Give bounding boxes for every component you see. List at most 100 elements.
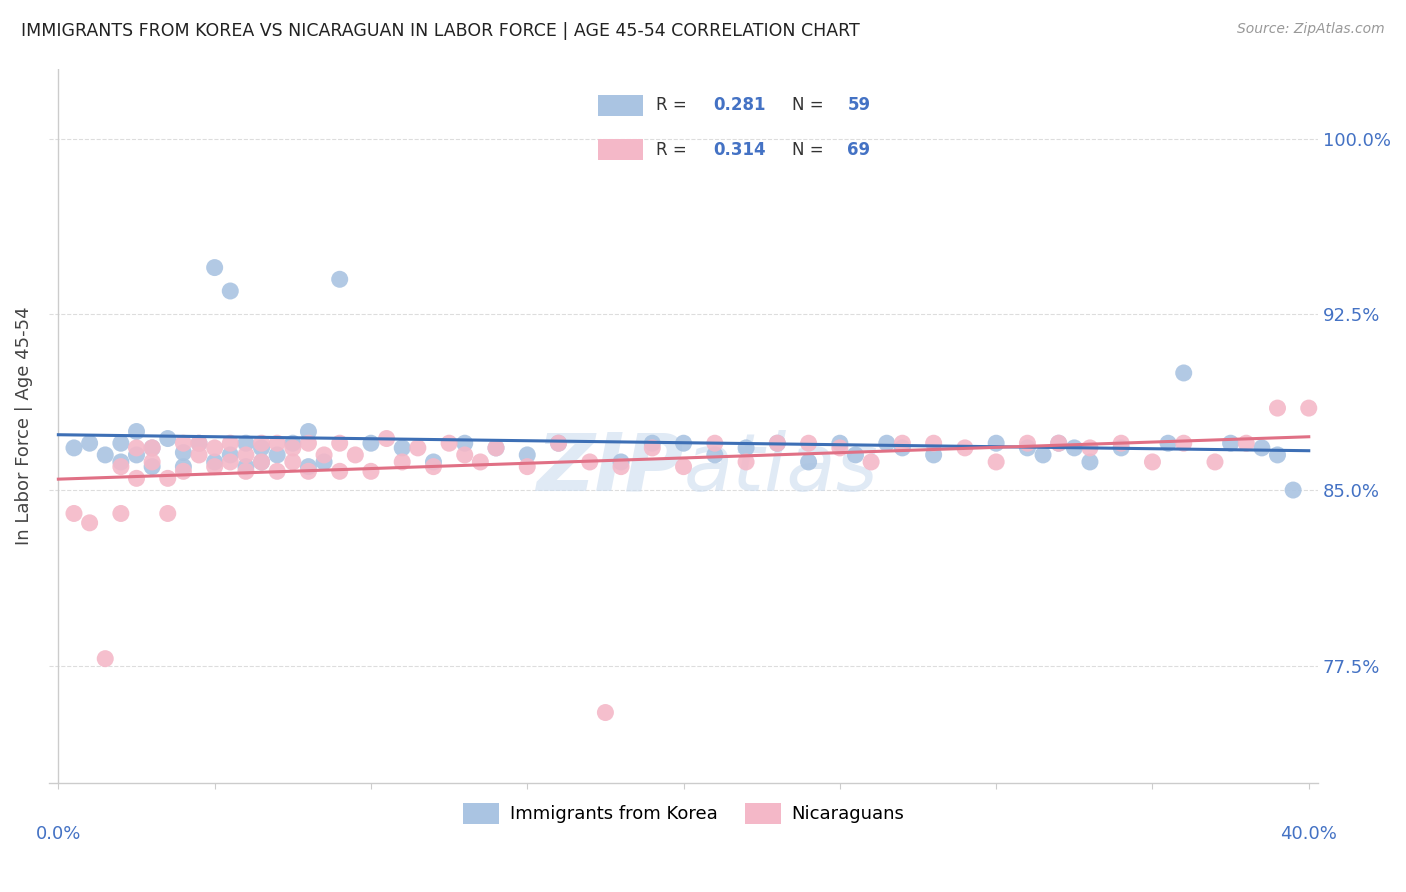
Point	[156, 507, 179, 521]
Point	[204, 459, 226, 474]
Point	[1250, 441, 1272, 455]
Point	[703, 448, 725, 462]
Point	[391, 441, 413, 455]
Point	[63, 507, 86, 521]
Point	[235, 436, 257, 450]
Point	[79, 436, 101, 450]
Point	[110, 507, 132, 521]
Point	[250, 455, 273, 469]
Point	[172, 436, 194, 450]
Point	[470, 455, 492, 469]
Point	[1109, 441, 1132, 455]
Point	[360, 436, 382, 450]
Point	[703, 436, 725, 450]
Point	[844, 448, 866, 462]
Point	[595, 706, 617, 720]
Point	[219, 448, 242, 462]
Point	[672, 459, 695, 474]
Point	[1173, 366, 1195, 380]
Point	[406, 441, 429, 455]
Point	[1267, 448, 1289, 462]
Point	[641, 441, 664, 455]
Point	[141, 441, 163, 455]
Point	[204, 455, 226, 469]
Point	[125, 471, 148, 485]
Point	[188, 436, 211, 450]
Text: 40.0%: 40.0%	[1281, 825, 1337, 843]
Point	[516, 459, 538, 474]
Point	[63, 441, 86, 455]
Point	[172, 445, 194, 459]
Point	[172, 464, 194, 478]
Point	[235, 464, 257, 478]
Point	[986, 455, 1008, 469]
Point	[94, 448, 117, 462]
Point	[1234, 436, 1257, 450]
Text: atlas: atlas	[683, 430, 879, 508]
Point	[891, 436, 914, 450]
Point	[156, 471, 179, 485]
Point	[641, 436, 664, 450]
Point	[1267, 401, 1289, 415]
Point	[610, 459, 633, 474]
Point	[141, 459, 163, 474]
Point	[485, 441, 508, 455]
Point	[797, 455, 820, 469]
Point	[547, 436, 569, 450]
Point	[219, 284, 242, 298]
Point	[281, 436, 304, 450]
Y-axis label: In Labor Force | Age 45-54: In Labor Force | Age 45-54	[15, 306, 32, 545]
Point	[172, 459, 194, 474]
Point	[547, 436, 569, 450]
Point	[297, 425, 319, 439]
Point	[1204, 455, 1226, 469]
Point	[125, 425, 148, 439]
Point	[360, 464, 382, 478]
Point	[454, 448, 477, 462]
Point	[391, 455, 413, 469]
Point	[766, 436, 789, 450]
Point	[454, 436, 477, 450]
Point	[1282, 483, 1305, 497]
Point	[329, 436, 352, 450]
Point	[281, 455, 304, 469]
Point	[891, 441, 914, 455]
Point	[797, 436, 820, 450]
Point	[312, 455, 335, 469]
Point	[1078, 441, 1101, 455]
Point	[1157, 436, 1180, 450]
Point	[125, 441, 148, 455]
Point	[79, 516, 101, 530]
Point	[1109, 436, 1132, 450]
Point	[219, 436, 242, 450]
Point	[375, 432, 398, 446]
Text: Source: ZipAtlas.com: Source: ZipAtlas.com	[1237, 22, 1385, 37]
Point	[141, 441, 163, 455]
Point	[1032, 448, 1054, 462]
Point	[516, 448, 538, 462]
Point	[235, 448, 257, 462]
Point	[250, 441, 273, 455]
Point	[297, 459, 319, 474]
Point	[953, 441, 976, 455]
Point	[219, 455, 242, 469]
Point	[1142, 455, 1164, 469]
Point	[1219, 436, 1241, 450]
Point	[204, 260, 226, 275]
Point	[1063, 441, 1085, 455]
Point	[578, 455, 600, 469]
Point	[437, 436, 460, 450]
Point	[1017, 441, 1039, 455]
Point	[329, 464, 352, 478]
Point	[281, 441, 304, 455]
Text: IMMIGRANTS FROM KOREA VS NICARAGUAN IN LABOR FORCE | AGE 45-54 CORRELATION CHART: IMMIGRANTS FROM KOREA VS NICARAGUAN IN L…	[21, 22, 860, 40]
Point	[266, 464, 288, 478]
Point	[422, 455, 444, 469]
Point	[986, 436, 1008, 450]
Text: ZIP: ZIP	[536, 430, 683, 508]
Point	[110, 436, 132, 450]
Point	[188, 448, 211, 462]
Point	[188, 436, 211, 450]
Point	[1047, 436, 1070, 450]
Point	[922, 448, 945, 462]
